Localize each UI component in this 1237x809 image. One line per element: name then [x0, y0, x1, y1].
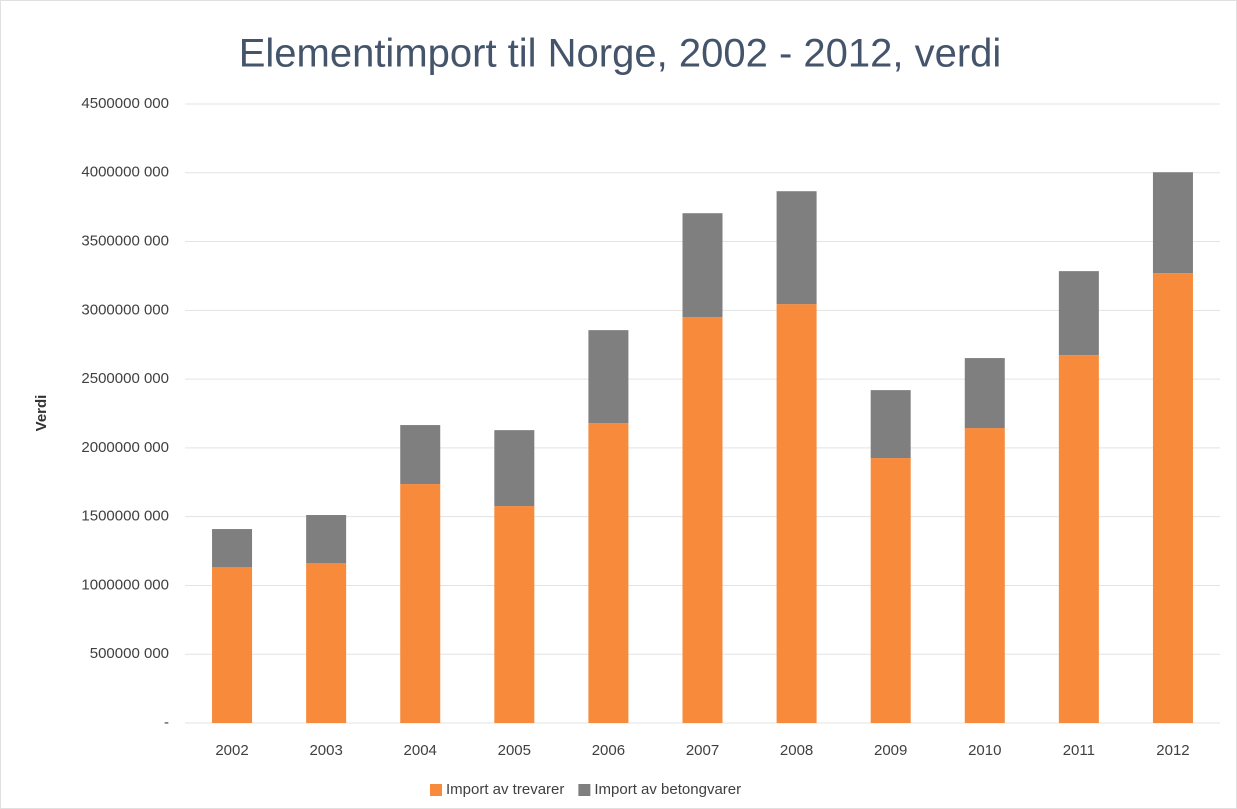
y-axis-label: Verdi [33, 395, 50, 432]
x-tick-label: 2011 [1063, 742, 1095, 759]
bar-segment [964, 358, 1005, 429]
y-tick-label: 2000000 000 [81, 439, 169, 456]
legend-label: Import av trevarer [446, 781, 564, 798]
y-tick-label: 2500000 000 [81, 370, 169, 387]
bar-segment [212, 529, 253, 568]
x-tick-label: 2006 [592, 742, 625, 759]
bar-segment [400, 425, 441, 485]
y-tick-label: 1500000 000 [81, 508, 169, 525]
bar-segment [1058, 355, 1099, 723]
x-tick-label: 2008 [780, 742, 813, 759]
legend-swatch [578, 784, 591, 796]
x-tick-label: 2003 [309, 742, 342, 759]
x-tick-label: 2005 [498, 742, 531, 759]
y-tick-label: 4500000 000 [81, 95, 169, 112]
chart-title: Elementimport til Norge, 2002 - 2012, ve… [239, 32, 1002, 76]
bar-segment [494, 430, 535, 507]
x-tick-label: 2007 [686, 742, 719, 759]
bar-segment [870, 458, 911, 723]
bar-segment [964, 428, 1005, 723]
bar-segment [212, 567, 253, 723]
bar-segment [1152, 273, 1193, 723]
bar-segment [682, 317, 723, 723]
legend-label: Import av betongvarer [594, 781, 741, 798]
x-tick-label: 2004 [404, 742, 437, 759]
y-tick-label: 3500000 000 [81, 233, 169, 250]
bar-segment [1058, 271, 1099, 356]
bar-segment [306, 563, 347, 723]
y-tick-label: 1000000 000 [81, 576, 169, 593]
bar-segment [682, 213, 723, 318]
bar-segment [776, 191, 817, 305]
bar-segment [306, 515, 347, 564]
x-tick-label: 2009 [874, 742, 907, 759]
x-tick-label: 2002 [215, 742, 248, 759]
bar-segment [494, 506, 535, 723]
x-tick-label: 2012 [1156, 742, 1189, 759]
y-tick-label: 3000000 000 [81, 301, 169, 318]
bar-segment [400, 484, 441, 723]
bar-segment [1152, 172, 1193, 274]
y-tick-label: 500000 000 [90, 645, 169, 662]
y-tick-label: - [164, 714, 169, 731]
bar-segment [588, 423, 629, 723]
bar-segment [776, 304, 817, 723]
x-tick-label: 2010 [968, 742, 1001, 759]
bar-segment [588, 330, 629, 424]
y-tick-label: 4000000 000 [81, 164, 169, 181]
bar-segment [870, 390, 911, 459]
legend-swatch [430, 784, 442, 796]
